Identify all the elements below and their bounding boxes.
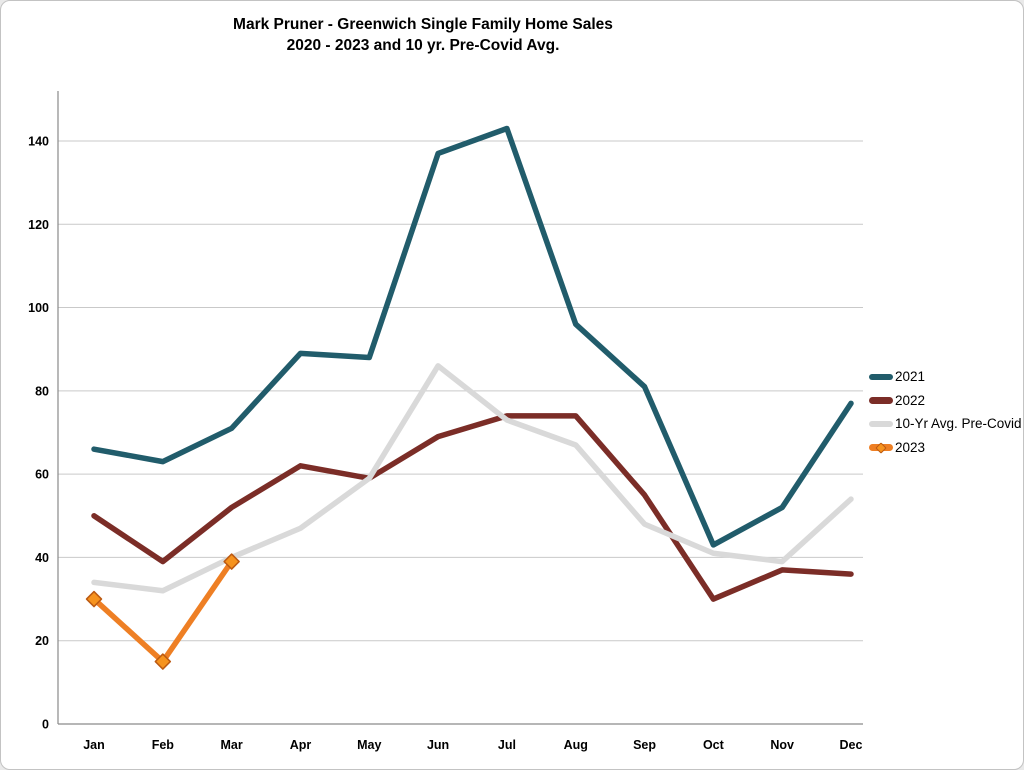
series-line-2022 — [91, 413, 854, 602]
x-tick-label: Nov — [770, 738, 794, 752]
diamond-marker-icon — [875, 441, 887, 454]
y-tick-label: 40 — [35, 551, 49, 565]
legend-label: 2021 — [895, 369, 926, 385]
legend-item-10yr-avg: 10-Yr Avg. Pre-Covid — [869, 412, 1022, 436]
diamond-marker-icon — [85, 590, 103, 608]
legend-line-swatch-2022 — [869, 397, 893, 404]
x-tick-label: May — [357, 738, 381, 752]
y-tick-label: 100 — [28, 301, 49, 315]
legend-label: 2023 — [895, 440, 926, 456]
x-tick-label: Mar — [221, 738, 243, 752]
x-tick-label: Aug — [564, 738, 588, 752]
y-tick-label: 60 — [35, 468, 49, 482]
y-tick-label: 140 — [28, 134, 49, 148]
y-tick-label: 80 — [35, 384, 49, 398]
y-tick-label: 120 — [28, 218, 49, 232]
diamond-marker-icon — [154, 653, 172, 670]
chart-title-line2: 2020 - 2023 and 10 yr. Pre-Covid Avg. — [286, 37, 560, 54]
series-line-10-yr-avg-pre-covid — [91, 363, 854, 594]
series-line-2021 — [91, 125, 854, 548]
legend-label: 2022 — [895, 392, 926, 408]
y-tick-label: 20 — [35, 634, 49, 648]
chart-title: Mark Pruner - Greenwich Single Family Ho… — [1, 14, 845, 56]
x-tick-label: Jun — [427, 738, 449, 752]
legend-item-2021: 2021 — [869, 365, 1022, 389]
legend-line-swatch-10yr — [869, 420, 893, 428]
x-tick-label: Feb — [152, 738, 175, 752]
legend-line-swatch-2023 — [869, 441, 893, 454]
legend-line-swatch-2021 — [869, 373, 893, 381]
y-tick-label: 0 — [42, 718, 49, 732]
legend-item-2023: 2023 — [869, 436, 1022, 460]
x-tick-label: Jan — [83, 738, 105, 752]
diamond-marker-icon — [223, 553, 240, 570]
legend-item-2022: 2022 — [869, 389, 1022, 413]
legend-label: 10-Yr Avg. Pre-Covid — [895, 416, 1022, 432]
series-line-2023 — [91, 558, 235, 665]
x-tick-label: Apr — [290, 738, 312, 752]
x-tick-label: Jul — [498, 738, 516, 752]
x-tick-label: Sep — [633, 738, 656, 752]
x-tick-label: Dec — [840, 738, 863, 752]
x-tick-label: Oct — [703, 738, 725, 752]
chart-legend: 2021 2022 10-Yr Avg. Pre-Covid 2023 — [869, 365, 1022, 459]
chart-title-line1: Mark Pruner - Greenwich Single Family Ho… — [233, 16, 613, 33]
